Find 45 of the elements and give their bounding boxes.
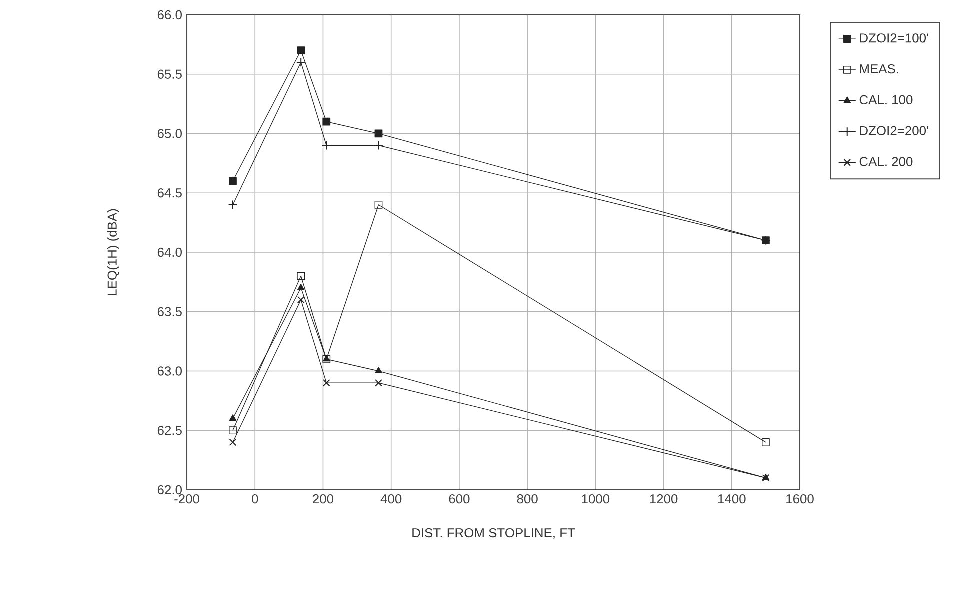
x-tick-label: 1400	[718, 494, 746, 504]
point	[229, 426, 237, 435]
y-tick-label: 65.5	[158, 70, 182, 79]
point	[374, 140, 384, 150]
point	[229, 414, 237, 421]
point	[297, 284, 305, 290]
legend-label: CAL. 100	[860, 95, 913, 105]
point	[297, 272, 306, 280]
point	[375, 367, 382, 374]
point	[374, 130, 383, 138]
point	[296, 58, 306, 68]
point	[229, 438, 237, 446]
y-tick-label: 62.0	[158, 485, 182, 495]
x-tick-label: 0	[252, 494, 258, 504]
y-tick-label: 62.5	[158, 426, 182, 436]
y-tick-label: 64.0	[158, 248, 182, 258]
point	[374, 201, 383, 209]
x-tick-label: 200	[313, 494, 334, 504]
y-tick-label: 65.0	[158, 129, 182, 138]
x-tick-label: 1600	[786, 494, 814, 504]
y-tick-label: 64.5	[158, 188, 182, 198]
point	[228, 200, 238, 210]
point	[297, 46, 306, 55]
x-tick-label: 1000	[582, 494, 610, 504]
point	[322, 140, 332, 150]
point	[322, 118, 331, 126]
point	[322, 379, 330, 387]
point	[297, 296, 305, 304]
y-tick-label: 66.0	[158, 10, 182, 20]
x-tick-label: 400	[380, 494, 402, 504]
x-tick-label: 1200	[650, 494, 678, 504]
point	[229, 177, 237, 186]
y-tick-label: 63.0	[158, 366, 182, 376]
x-tick-label: 800	[517, 494, 538, 504]
y-tick-label: 63.5	[158, 307, 182, 316]
legend-label: DZOI2=200'	[860, 126, 928, 136]
legend-label: MEAS.	[860, 64, 898, 74]
x-tick-label: 600	[449, 494, 470, 504]
legend-label: CAL. 200	[860, 157, 913, 166]
point	[375, 379, 382, 387]
legend-label: DZOI2=100'	[860, 34, 928, 43]
x-axis-title: DIST. FROM STOPLINE, FT	[412, 528, 576, 540]
y-axis-title: LEQ(1H) (dBA)	[107, 209, 120, 296]
x-tick-label: -200	[174, 494, 200, 504]
point	[762, 438, 770, 446]
